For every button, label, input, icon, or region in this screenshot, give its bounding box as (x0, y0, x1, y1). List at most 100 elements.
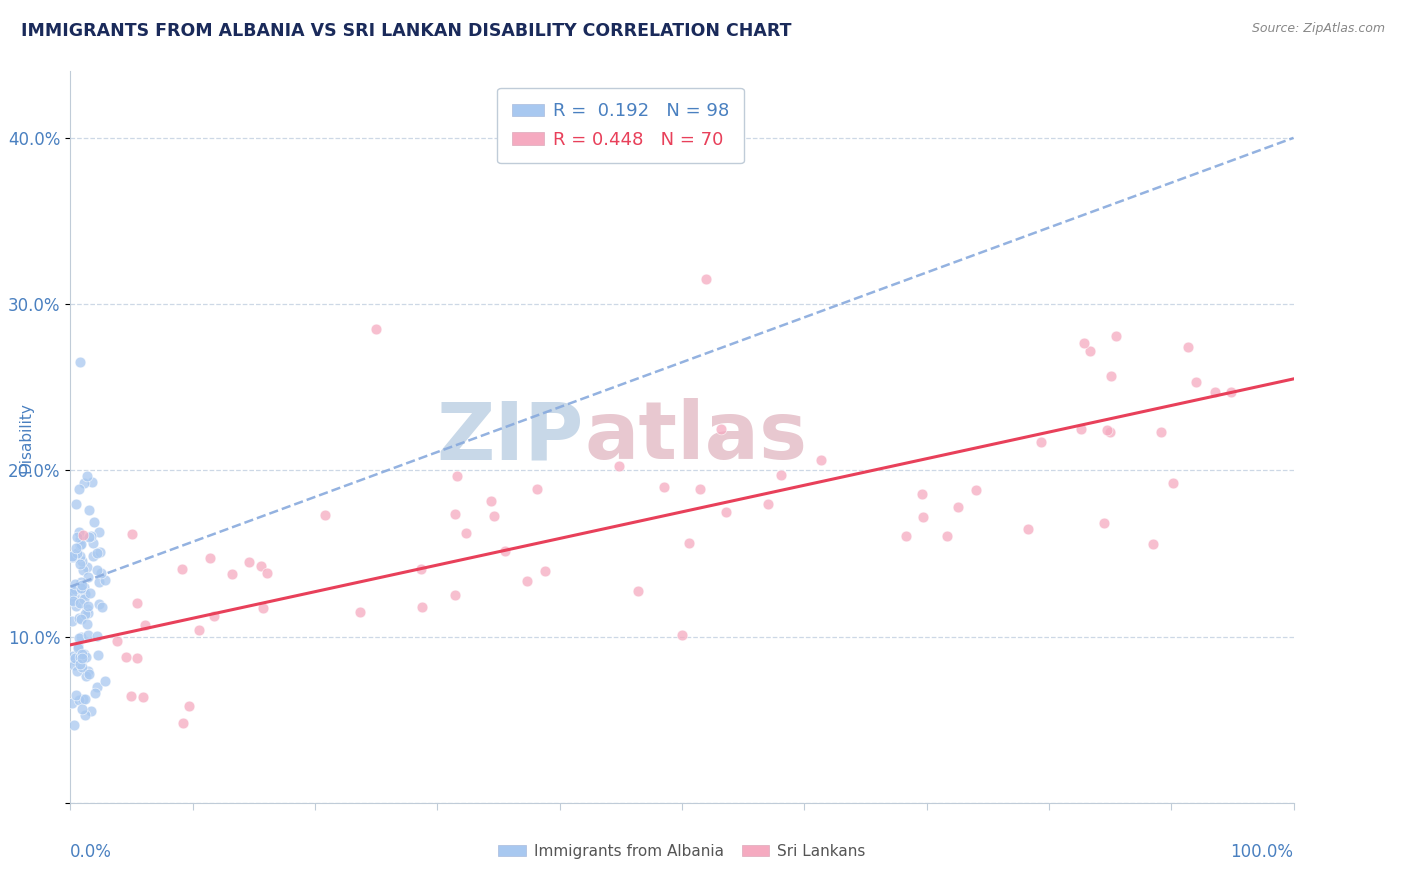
Point (443, 507, 465, 521)
Point (86, 629, 108, 643)
Point (69, 532, 91, 546)
Text: atlas: atlas (583, 398, 807, 476)
Point (60, 592, 83, 607)
Point (1105, 329, 1128, 343)
Point (60, 696, 83, 710)
Point (202, 608, 225, 623)
Point (609, 458, 631, 473)
Point (84, 686, 107, 700)
Point (652, 480, 675, 494)
Point (80, 704, 103, 718)
Point (444, 588, 467, 602)
Point (86, 546, 108, 560)
Point (534, 564, 557, 578)
Point (63, 582, 86, 596)
Point (66, 664, 89, 678)
Legend: Immigrants from Albania, Sri Lankans: Immigrants from Albania, Sri Lankans (492, 838, 872, 864)
Point (1092, 516, 1115, 530)
Point (238, 555, 260, 569)
Point (127, 596, 149, 610)
Point (69, 582, 91, 597)
Point (77, 570, 100, 584)
Point (65, 652, 87, 666)
Point (1177, 341, 1199, 355)
Point (349, 605, 371, 619)
Point (69, 549, 91, 563)
Point (67, 482, 90, 496)
Point (66, 546, 89, 560)
Point (411, 599, 433, 614)
Point (366, 322, 388, 336)
Point (82, 475, 104, 489)
Point (479, 494, 502, 508)
Point (60, 614, 83, 628)
Point (67, 693, 90, 707)
Point (63, 718, 86, 732)
Point (69, 575, 91, 590)
Point (70, 648, 93, 662)
Point (75, 587, 97, 601)
Text: 0.0%: 0.0% (70, 843, 112, 861)
Point (63, 590, 86, 604)
Point (911, 487, 934, 501)
Point (65, 497, 87, 511)
Point (69, 596, 91, 610)
Point (65, 576, 87, 591)
Point (73, 475, 96, 490)
Point (121, 526, 143, 541)
Text: Source: ZipAtlas.com: Source: ZipAtlas.com (1251, 22, 1385, 36)
Point (82, 549, 104, 564)
Point (75, 668, 97, 682)
Point (70, 650, 93, 665)
Point (72, 652, 94, 666)
Point (127, 650, 149, 665)
Point (1220, 384, 1243, 399)
Point (671, 628, 693, 642)
Point (70, 554, 93, 568)
Point (90, 566, 112, 580)
Point (221, 567, 243, 582)
Point (170, 562, 193, 576)
Point (454, 526, 477, 541)
Point (965, 483, 987, 497)
Point (69, 557, 91, 571)
Point (72, 647, 94, 661)
Point (314, 508, 336, 522)
Point (83, 515, 105, 529)
Point (1029, 435, 1052, 450)
Point (1142, 536, 1164, 550)
Point (627, 584, 650, 599)
Point (516, 574, 538, 588)
Point (79, 585, 101, 599)
Point (77, 664, 100, 678)
Point (89, 544, 111, 558)
Point (69, 649, 91, 664)
Point (948, 500, 970, 514)
Point (80, 528, 103, 542)
Point (250, 559, 273, 574)
Point (65, 599, 87, 613)
Point (86, 680, 108, 694)
Point (77, 599, 100, 613)
Point (72, 592, 94, 607)
Point (60, 584, 83, 599)
Point (76, 606, 98, 620)
Point (494, 544, 516, 558)
Point (93, 573, 115, 587)
Point (67, 524, 90, 539)
Point (1078, 343, 1101, 358)
Point (67, 641, 90, 656)
Point (86, 648, 108, 662)
Point (73, 691, 96, 706)
Point (69, 538, 91, 552)
Point (60, 550, 83, 565)
Point (1070, 422, 1092, 436)
Point (93, 674, 115, 689)
Point (72, 578, 94, 592)
Point (77, 628, 100, 642)
Point (86, 563, 108, 577)
Point (82, 536, 104, 550)
Point (75, 649, 97, 664)
Point (77, 502, 100, 516)
Point (484, 509, 506, 524)
